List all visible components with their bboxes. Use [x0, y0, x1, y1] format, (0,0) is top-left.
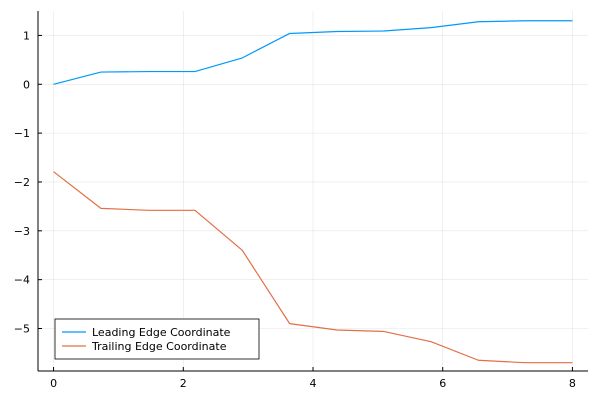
axes	[37, 11, 588, 372]
y-tick-label: −5	[14, 323, 30, 336]
y-tick-label: −4	[14, 274, 30, 287]
x-tick-label: 2	[180, 377, 187, 390]
series-line-leading-edge	[53, 20, 573, 85]
legend-label: Trailing Edge Coordinate	[91, 340, 227, 353]
tick-labels: 0 2 4 6 810−1−2−3−4−5	[14, 29, 576, 390]
x-tick-label: 4	[310, 377, 317, 390]
y-tick-label: 1	[23, 29, 30, 42]
series-line-trailing-edge	[53, 171, 573, 364]
y-tick-label: −3	[14, 225, 30, 238]
legend-label: Leading Edge Coordinate	[92, 326, 231, 339]
y-tick-label: −1	[14, 127, 30, 140]
legend-box	[54, 318, 260, 360]
y-tick-label: 0	[23, 78, 30, 91]
x-tick-label: 8	[569, 377, 576, 390]
y-tick-label: −2	[14, 176, 30, 189]
series-lines	[53, 20, 573, 364]
x-tick-label: 6	[439, 377, 446, 390]
grid	[38, 11, 588, 371]
x-tick-label: 0	[50, 377, 57, 390]
